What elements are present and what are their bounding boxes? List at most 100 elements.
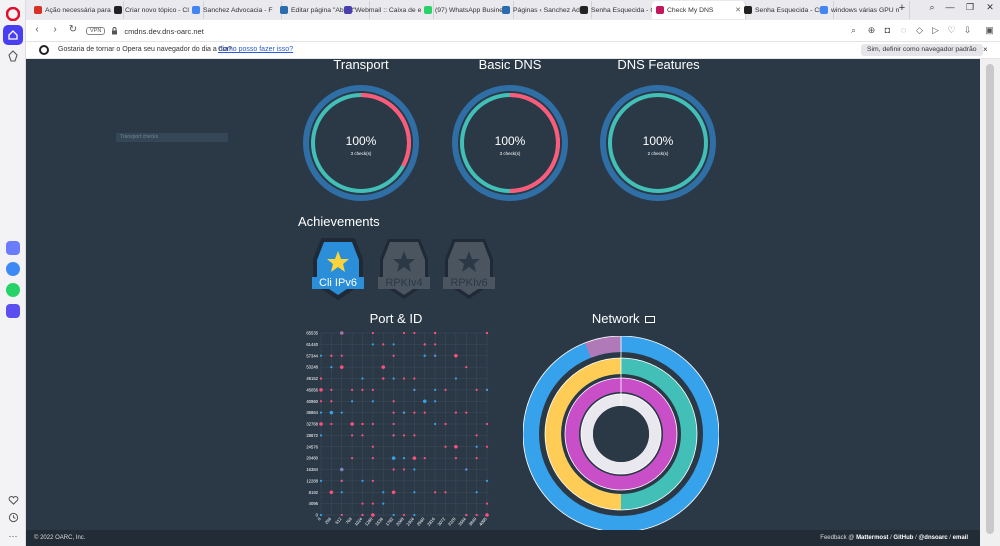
network-ring-chart[interactable] — [523, 336, 719, 532]
search-icon[interactable]: ⌕ — [850, 25, 857, 35]
scatter-point — [392, 377, 395, 380]
set-default-button[interactable]: Sim, definir como navegador padrão — [861, 44, 983, 56]
scatter-point — [423, 354, 426, 357]
x-tick-label: 2816 — [426, 516, 436, 527]
search-tabs-icon[interactable]: ⌕ — [929, 2, 935, 12]
camera-icon[interactable]: ◘ — [884, 25, 891, 35]
gauge-value: 100% — [642, 134, 674, 148]
bookmark-icon[interactable]: ◇ — [916, 25, 923, 35]
shield-icon[interactable]: ◌ — [900, 25, 907, 35]
tab-favicon-icon — [344, 6, 352, 14]
back-icon[interactable]: ‹ — [35, 24, 39, 35]
scatter-point — [330, 354, 333, 357]
scatter-point — [413, 468, 416, 471]
heart-icon[interactable] — [3, 490, 23, 510]
whatsapp-icon[interactable] — [3, 280, 23, 300]
extensions-icon[interactable]: ▣ — [985, 25, 994, 35]
tab[interactable]: Páginas ‹ Sanchez Adv — [498, 1, 592, 19]
badge-rpkiv4[interactable]: RPKIv4 — [378, 237, 430, 301]
infobar-link[interactable]: Como posso fazer isso? — [218, 46, 294, 53]
mattermost-link[interactable]: Mattermost — [856, 535, 889, 541]
badge-cli-ipv6[interactable]: Cli IPv6 — [312, 237, 364, 301]
tab[interactable]: (97) WhatsApp Busine — [420, 1, 514, 19]
gauge-value: 100% — [345, 134, 377, 148]
github-link[interactable]: GitHub — [893, 535, 914, 541]
gauge-dns-features[interactable]: 100% 2 check(s) — [598, 83, 718, 203]
badge-rpkiv6[interactable]: RPKIv6 — [443, 237, 495, 301]
infobar-close-icon[interactable]: × — [983, 45, 988, 54]
aria-ai-icon[interactable] — [3, 238, 23, 258]
gauge-checks: 2 check(s) — [647, 151, 669, 156]
tab-favicon-icon — [192, 6, 200, 14]
scatter-point — [413, 513, 416, 517]
tab[interactable]: Senha Esquecida - Cli — [740, 1, 834, 19]
tab[interactable]: Webmail :: Caixa de e — [340, 1, 434, 19]
tab[interactable]: Sanchez Advocacia - F — [188, 1, 282, 19]
tab-label: Senha Esquecida - Cli — [591, 6, 659, 14]
scatter-point — [330, 366, 333, 369]
home-icon[interactable] — [3, 25, 23, 45]
scrollbar-thumb[interactable] — [986, 64, 994, 534]
email-link[interactable]: email — [952, 535, 968, 541]
download-icon[interactable]: ⇩ — [963, 25, 972, 35]
tab[interactable]: Ação necessária para — [30, 1, 124, 19]
scatter-point — [465, 468, 468, 471]
scatter-point — [351, 388, 354, 391]
scatter-point — [371, 502, 374, 505]
gauge-arc — [360, 93, 411, 168]
tab-favicon-icon — [114, 6, 122, 14]
tab-active[interactable]: Check My DNS ✕ — [652, 1, 746, 19]
gauge-title-dns-features: DNS Features — [617, 59, 700, 72]
scatter-point — [392, 422, 395, 426]
gauge-transport[interactable]: 100% 3 check(s) — [301, 83, 421, 203]
scatter-point — [392, 354, 395, 357]
reload-icon[interactable]: ↻ — [68, 24, 78, 35]
vpn-badge[interactable]: VPN — [86, 27, 106, 35]
tab-close-icon[interactable]: ✕ — [735, 7, 741, 14]
scatter-point — [434, 388, 437, 391]
scatter-point — [351, 434, 354, 437]
url-field[interactable]: VPN cmdns.dev.dns-oarc.net — [86, 23, 856, 39]
scatter-point — [361, 513, 364, 517]
scatter-point — [319, 400, 323, 403]
play-icon[interactable]: ▷ — [932, 25, 939, 35]
history-icon[interactable] — [3, 507, 23, 527]
pinboard-icon[interactable] — [3, 46, 23, 66]
scatter-point — [371, 457, 374, 460]
opera-logo-icon[interactable] — [3, 4, 23, 24]
x-tick-label: 768 — [345, 516, 354, 525]
scatter-point — [434, 331, 437, 335]
twitter-link[interactable]: @dnsoarc — [918, 535, 948, 541]
scatter-point — [423, 343, 426, 346]
scatter-point — [402, 377, 406, 380]
tab[interactable]: Criar novo tópico - Cl — [110, 1, 204, 19]
shield-badge-icon — [380, 239, 428, 299]
extension-icon[interactable] — [3, 301, 23, 321]
address-bar: ‹ › ↻ VPN cmdns.dev.dns-oarc.net ⌕ ⊕ ◘ ◌… — [26, 20, 1000, 42]
close-window-icon[interactable]: ✕ — [986, 2, 994, 12]
gauge-ring — [600, 85, 716, 201]
scatter-point — [361, 434, 364, 437]
scatter-point — [413, 388, 416, 391]
more-icon[interactable]: ⋯ — [8, 530, 18, 541]
scatter-point — [382, 343, 385, 346]
tab[interactable]: Editar página "About" — [276, 1, 370, 19]
scatter-point — [444, 445, 447, 448]
tab[interactable]: windows várias GPU n — [816, 1, 910, 19]
restore-icon[interactable]: ❐ — [965, 2, 975, 12]
scatter-point — [413, 377, 416, 380]
table-toggle-icon[interactable] — [645, 316, 656, 324]
forward-icon[interactable]: › — [53, 24, 57, 35]
scatter-point — [444, 388, 447, 391]
port-id-scatter-chart[interactable]: 6553561440573445324849152450564096036864… — [291, 329, 491, 529]
minimize-icon[interactable]: — — [945, 2, 955, 12]
zoom-icon[interactable]: ⊕ — [867, 25, 876, 35]
messenger-icon[interactable] — [3, 259, 23, 279]
heart-outline-icon[interactable]: ♡ — [947, 25, 956, 35]
shield-badge-icon — [445, 239, 493, 299]
page-content: Transport checks Transport Basic DNS DNS… — [26, 59, 980, 546]
url-text[interactable]: cmdns.dev.dns-oarc.net — [124, 26, 204, 36]
scatter-point — [392, 400, 395, 403]
gauge-basic-dns[interactable]: 100% 3 check(s) — [450, 83, 570, 203]
new-tab-icon[interactable]: + — [898, 2, 906, 14]
